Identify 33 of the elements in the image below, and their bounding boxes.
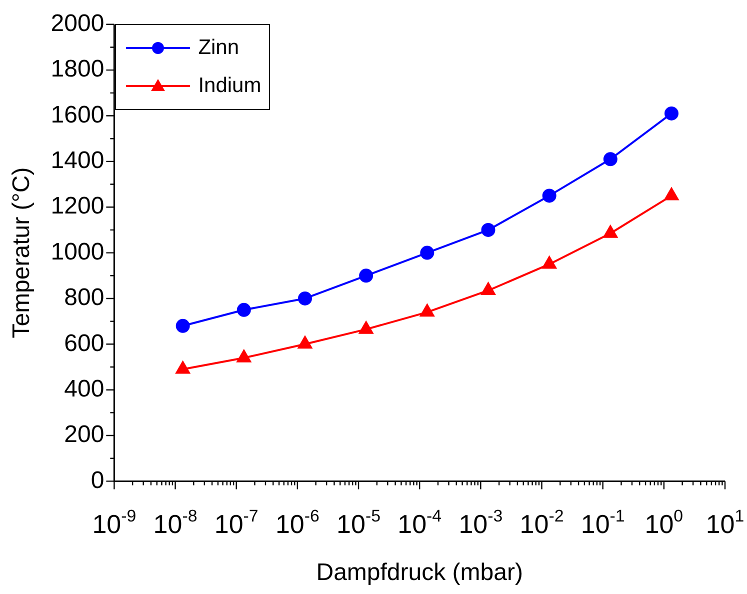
y-tick-label: 2000 (50, 10, 104, 38)
point (481, 282, 496, 295)
point (664, 106, 678, 120)
y-tick-label: 1400 (50, 147, 104, 174)
y-tick-label: 400 (64, 375, 104, 402)
legend-label: Indium (198, 74, 262, 98)
point (176, 361, 190, 374)
point (236, 302, 251, 317)
legend-label: Zinn (198, 36, 240, 60)
y-tick-label: 1200 (50, 192, 104, 220)
y-axis-title: Temperatur (°C) (8, 167, 36, 338)
point (298, 291, 312, 306)
point (603, 152, 618, 166)
point (359, 321, 374, 334)
point (481, 222, 496, 237)
point (420, 246, 434, 260)
point (298, 336, 312, 349)
y-tick-label: 200 (64, 421, 104, 448)
point (664, 188, 679, 200)
point (176, 318, 190, 333)
x-axis-title: Dampfdruck (mbar) (316, 559, 523, 586)
point (359, 268, 374, 283)
y-tick-label: 1600 (50, 101, 104, 128)
y-tick-label: 800 (64, 284, 104, 312)
y-tick-label: 600 (64, 330, 104, 357)
y-tick-label: 0 (90, 466, 104, 494)
y-tick-label: 1800 (50, 56, 104, 83)
point (420, 304, 434, 317)
point (236, 350, 251, 362)
point (542, 256, 556, 269)
point (542, 188, 556, 203)
point (603, 225, 618, 238)
y-tick-label: 1000 (50, 238, 104, 266)
